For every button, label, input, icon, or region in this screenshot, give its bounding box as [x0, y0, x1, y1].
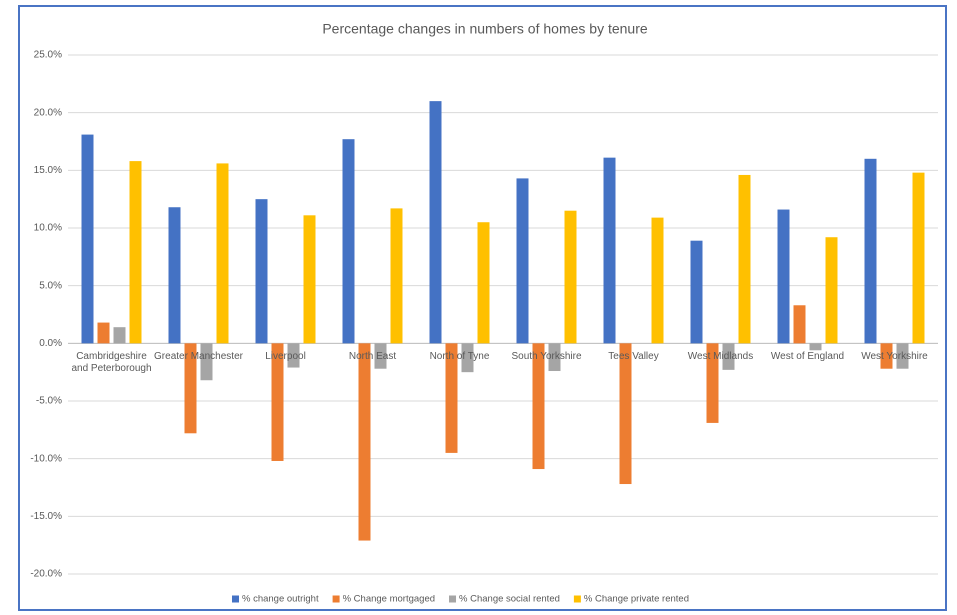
- legend-label: % Change social rented: [459, 594, 560, 605]
- x-tick-label: North East: [348, 351, 397, 363]
- bar: [342, 139, 355, 344]
- x-tick-label: Greater Manchester: [154, 351, 243, 363]
- bar: [548, 343, 561, 372]
- bar: [303, 215, 316, 344]
- bar: [516, 178, 529, 344]
- legend-swatch: [332, 595, 340, 603]
- x-tick-label: Liverpool: [265, 351, 306, 363]
- chart-frame: [18, 5, 947, 611]
- bar: [271, 343, 284, 461]
- bar: [706, 343, 719, 423]
- y-tick-label: 10.0%: [34, 223, 62, 234]
- bar: [168, 207, 181, 344]
- x-tick-label: North of Tyne: [429, 351, 490, 363]
- bar: [825, 237, 838, 344]
- x-tick-label: Tees Valley: [608, 351, 659, 363]
- bar: [864, 158, 877, 344]
- bar: [216, 163, 229, 344]
- bar: [809, 343, 822, 351]
- bar: [255, 199, 268, 344]
- bar: [287, 343, 300, 368]
- y-tick-label: -5.0%: [36, 396, 62, 407]
- y-tick-label: 0.0%: [39, 338, 62, 349]
- bar: [564, 210, 577, 344]
- bar: [722, 343, 735, 370]
- y-tick-label: -10.0%: [30, 453, 62, 464]
- legend-swatch: [449, 595, 457, 603]
- bar: [477, 222, 490, 344]
- y-tick-label: 15.0%: [34, 165, 62, 176]
- bar: [390, 208, 403, 344]
- y-tick-label: -20.0%: [30, 569, 62, 580]
- bar: [619, 343, 632, 485]
- bar: [532, 343, 545, 470]
- y-tick-label: 20.0%: [34, 107, 62, 118]
- bar: [200, 343, 213, 381]
- chart-title: Percentage changes in numbers of homes b…: [322, 21, 648, 37]
- legend-label: % change outright: [242, 594, 319, 605]
- bar: [880, 343, 893, 369]
- x-tick-label: West Midlands: [687, 351, 754, 363]
- legend-swatch: [573, 595, 581, 603]
- bar: [358, 343, 371, 541]
- bar: [912, 172, 925, 344]
- bar: [651, 217, 664, 344]
- x-tick-label: Cambridgeshire and Peterborough: [71, 351, 152, 375]
- y-tick-label: -15.0%: [30, 511, 62, 522]
- bar: [793, 305, 806, 344]
- bar: [896, 343, 909, 369]
- bar: [738, 174, 751, 344]
- bar: [113, 327, 126, 344]
- x-tick-label: West of England: [770, 351, 845, 363]
- y-tick-label: 25.0%: [34, 50, 62, 61]
- bar: [690, 240, 703, 344]
- legend-label: % Change mortgaged: [343, 594, 435, 605]
- bar: [429, 101, 442, 344]
- bar: [603, 157, 616, 344]
- x-tick-label: West Yorkshire: [861, 351, 928, 363]
- legend-swatch: [232, 595, 239, 603]
- bar: [445, 343, 458, 453]
- bar: [129, 161, 142, 344]
- bar: [81, 134, 94, 344]
- bar: [777, 209, 790, 344]
- y-tick-label: 5.0%: [39, 280, 62, 291]
- bar: [461, 343, 474, 373]
- bar: [184, 343, 197, 434]
- x-tick-label: South Yorkshire: [511, 351, 582, 363]
- bar: [97, 322, 110, 344]
- bar: [374, 343, 387, 369]
- legend-label: % Change private rented: [584, 594, 689, 605]
